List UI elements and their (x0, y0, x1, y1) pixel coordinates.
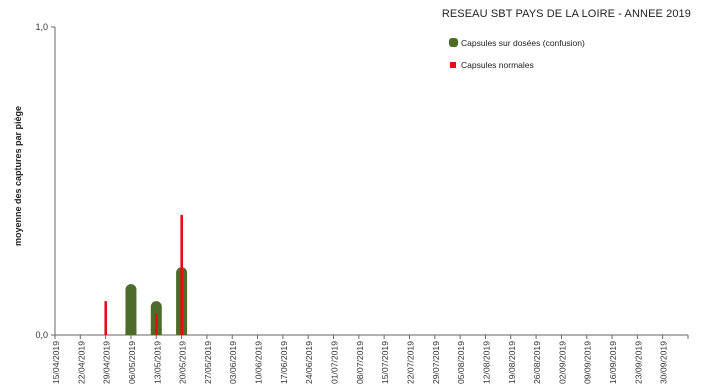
x-tick-label: 20/05/2019 (178, 341, 188, 384)
x-tick-label: 08/07/2019 (355, 341, 365, 384)
x-tick-label: 09/09/2019 (583, 341, 593, 384)
x-tick-label: 03/06/2019 (228, 341, 238, 384)
x-tick-label: 23/09/2019 (633, 341, 643, 384)
x-tick-label: 13/05/2019 (152, 341, 162, 384)
x-tick-label: 17/06/2019 (279, 341, 289, 384)
y-axis-label: moyenne des captures par piège (13, 106, 23, 246)
x-tick-label: 15/04/2019 (51, 341, 61, 384)
chart-title: RESEAU SBT PAYS DE LA LOIRE - ANNEE 2019 (441, 8, 691, 20)
bar-normales (180, 214, 183, 335)
x-tick-label: 22/04/2019 (76, 341, 86, 384)
x-tick-label: 16/09/2019 (608, 341, 618, 384)
x-tick-label: 06/05/2019 (127, 341, 137, 384)
legend-label-normales: Capsules normales (461, 60, 534, 70)
legend-marker-normales (450, 62, 456, 68)
x-tick-label: 24/06/2019 (304, 341, 314, 384)
x-tick-label: 05/08/2019 (456, 341, 466, 384)
bar-confusion (125, 284, 137, 335)
x-tick-label: 19/08/2019 (507, 341, 517, 384)
legend-label-confusion: Capsules sur dosées (confusion) (461, 38, 585, 48)
x-tick-label: 27/05/2019 (203, 341, 213, 384)
x-tick-label: 22/07/2019 (405, 341, 415, 384)
x-tick-label: 30/09/2019 (659, 341, 669, 384)
y-tick-label: 0,0 (35, 330, 48, 340)
x-tick-label: 02/09/2019 (557, 341, 567, 384)
x-tick-labels: 15/04/2019 22/04/2019 29/04/2019 06/05/2019… (51, 341, 669, 384)
bar-normales (104, 301, 108, 335)
x-tick-label: 12/08/2019 (481, 341, 491, 384)
x-tick-label: 29/04/2019 (102, 341, 112, 384)
x-tick-label: 15/07/2019 (380, 341, 390, 384)
axes: 1,0 0,0 (35, 22, 689, 340)
y-tick-label: 1,0 (35, 22, 48, 32)
x-tick-label: 29/07/2019 (431, 341, 441, 384)
x-tick-label: 10/06/2019 (254, 341, 264, 384)
bar-normales (155, 313, 158, 335)
legend-marker-confusion (449, 38, 458, 47)
legend: Capsules sur dosées (confusion) Capsules … (449, 38, 585, 70)
bar-confusion-base (125, 329, 137, 335)
x-tick-label: 26/08/2019 (532, 341, 542, 384)
x-tick-label: 01/07/2019 (330, 341, 340, 384)
bars (104, 214, 188, 335)
